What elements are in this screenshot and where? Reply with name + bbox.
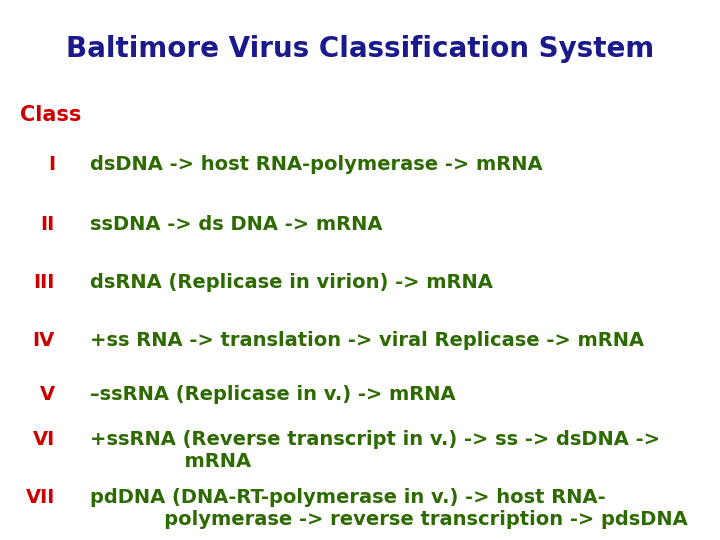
Text: IV: IV (32, 331, 55, 350)
Text: Baltimore Virus Classification System: Baltimore Virus Classification System (66, 35, 654, 63)
Text: dsDNA -> host RNA-polymerase -> mRNA: dsDNA -> host RNA-polymerase -> mRNA (90, 155, 543, 174)
Text: I: I (48, 155, 55, 174)
Text: III: III (34, 273, 55, 292)
Text: Class: Class (20, 105, 81, 125)
Text: +ss RNA -> translation -> viral Replicase -> mRNA: +ss RNA -> translation -> viral Replicas… (90, 331, 644, 350)
Text: VI: VI (32, 430, 55, 449)
Text: VII: VII (26, 488, 55, 507)
Text: –ssRNA (Replicase in v.) -> mRNA: –ssRNA (Replicase in v.) -> mRNA (90, 385, 456, 404)
Text: V: V (40, 385, 55, 404)
Text: pdDNA (DNA-RT-polymerase in v.) -> host RNA-
           polymerase -> reverse tr: pdDNA (DNA-RT-polymerase in v.) -> host … (90, 488, 688, 529)
Text: dsRNA (Replicase in virion) -> mRNA: dsRNA (Replicase in virion) -> mRNA (90, 273, 493, 292)
Text: +ssRNA (Reverse transcript in v.) -> ss -> dsDNA ->
              mRNA: +ssRNA (Reverse transcript in v.) -> ss … (90, 430, 660, 471)
Text: II: II (41, 215, 55, 234)
Text: ssDNA -> ds DNA -> mRNA: ssDNA -> ds DNA -> mRNA (90, 215, 382, 234)
